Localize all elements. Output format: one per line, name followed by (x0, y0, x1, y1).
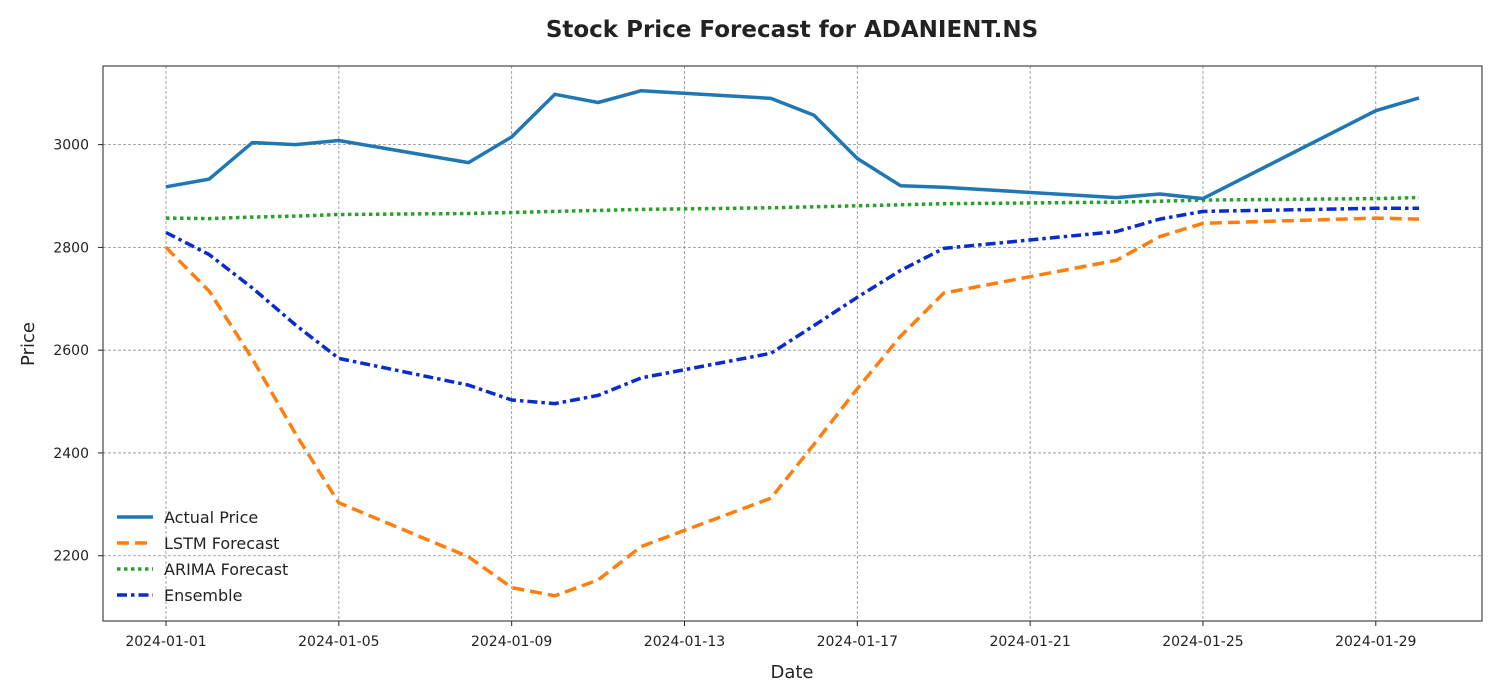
y-tick-label: 2800 (53, 240, 89, 256)
x-axis-ticks: 2024-01-01 2024-01-05 2024-01-09 2024-01-13… (125, 621, 1416, 650)
y-tick-label: 3000 (53, 138, 89, 154)
legend-item: Ensemble (117, 586, 242, 605)
chart-title: Stock Price Forecast for ADANIENT.NS (546, 17, 1038, 43)
series-line-actual-price (165, 88, 1420, 201)
legend: Actual Price LSTM Forecast ARIMA Forecast E… (117, 508, 288, 605)
y-tick-label: 2200 (53, 549, 89, 565)
y-axis-ticks: 2200 2400 2600 2800 3000 (53, 138, 103, 565)
y-tick-label: 2600 (53, 343, 89, 359)
series-lines (164, 88, 1420, 598)
x-axis-label: Date (770, 662, 813, 683)
series-line-ensemble (165, 206, 1419, 406)
x-tick-label: 2024-01-17 (817, 634, 898, 650)
legend-item: ARIMA Forecast (117, 560, 288, 579)
series-line-lstm-forecast (164, 216, 1420, 598)
legend-item: Actual Price (117, 508, 258, 527)
legend-label: LSTM Forecast (164, 534, 279, 553)
grid (103, 66, 1482, 621)
y-tick-label: 2400 (53, 446, 89, 462)
x-tick-label: 2024-01-01 (125, 634, 206, 650)
legend-label: Ensemble (164, 586, 242, 605)
x-tick-label: 2024-01-29 (1335, 634, 1416, 650)
x-tick-label: 2024-01-21 (989, 634, 1070, 650)
plot-frame (102, 65, 1483, 622)
x-tick-label: 2024-01-13 (644, 634, 725, 650)
y-axis-label: Price (18, 322, 39, 366)
legend-item: LSTM Forecast (117, 534, 279, 553)
x-tick-label: 2024-01-09 (471, 634, 552, 650)
legend-label: Actual Price (164, 508, 258, 527)
x-tick-label: 2024-01-05 (298, 634, 379, 650)
legend-label: ARIMA Forecast (164, 560, 288, 579)
x-tick-label: 2024-01-25 (1162, 634, 1243, 650)
series-line-arima-forecast (165, 195, 1420, 221)
